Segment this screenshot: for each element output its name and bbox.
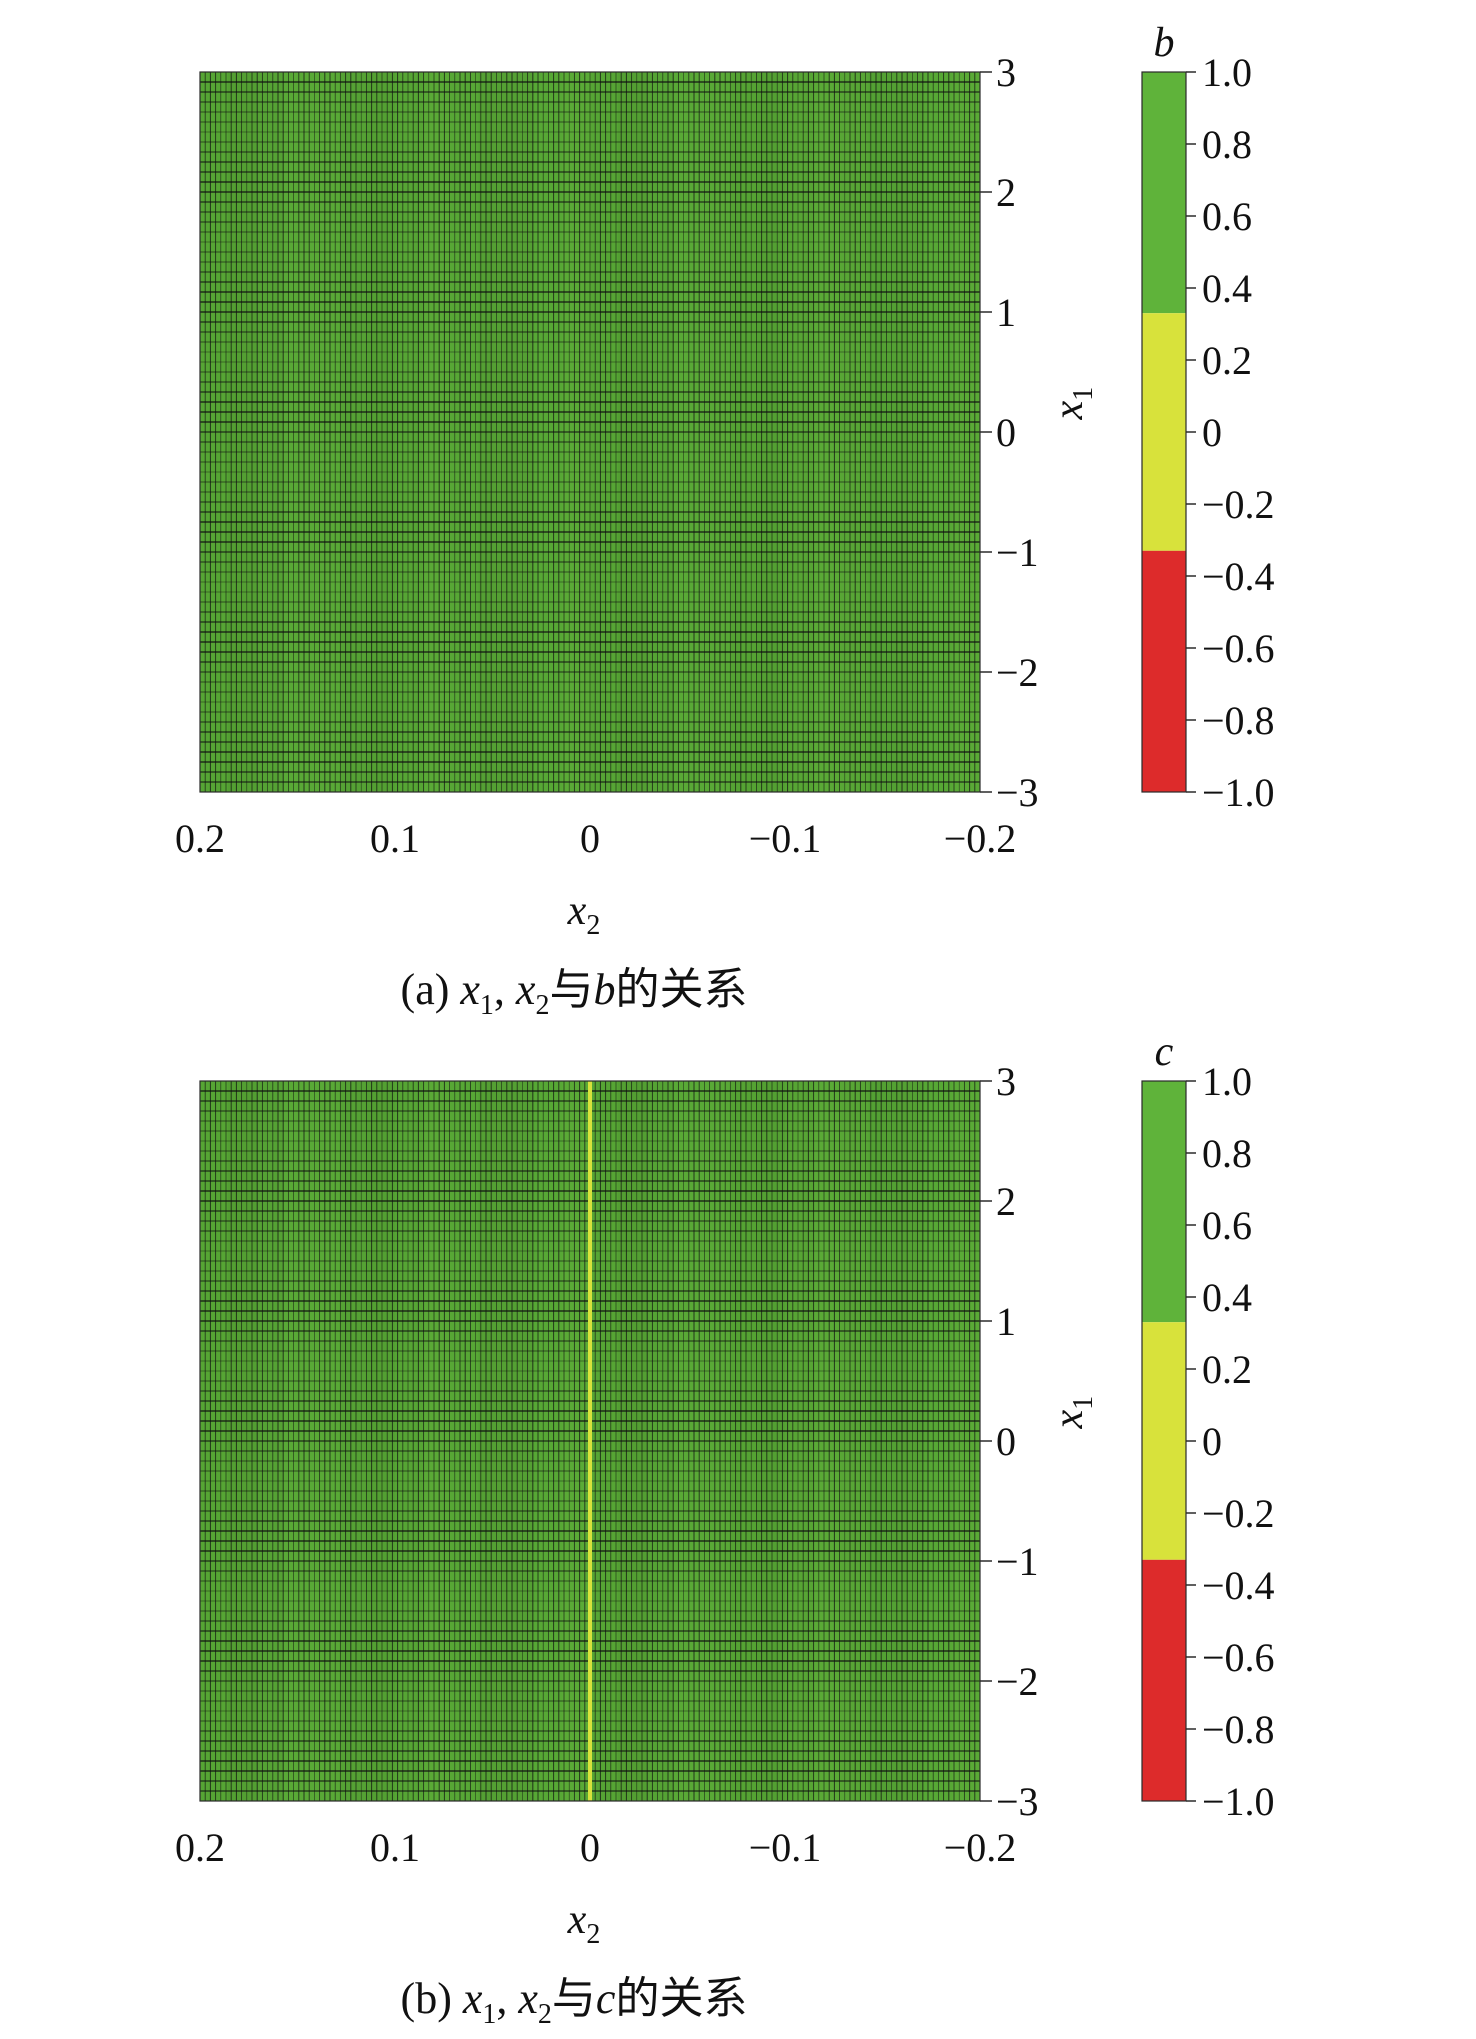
colorbar-band: [1142, 1081, 1186, 1323]
colorbar-tick-label: −0.4: [1202, 554, 1275, 599]
x-tick-label: 0: [580, 816, 600, 861]
y-tick-label: 3: [996, 1059, 1016, 1104]
colorbar-band: [1142, 1559, 1186, 1801]
x-tick-label: 0: [580, 1825, 600, 1870]
y-tick-label: 1: [996, 290, 1016, 335]
y-tick-label: −2: [996, 1659, 1039, 1704]
y-tick-label: −1: [996, 530, 1039, 575]
x-tick-label: −0.1: [749, 816, 822, 861]
colorbar-title: b: [1154, 20, 1175, 66]
y-tick-label: −1: [996, 1539, 1039, 1584]
y-tick-label: 2: [996, 1179, 1016, 1224]
colorbar-tick-label: −1.0: [1202, 770, 1275, 815]
caption-x1: x: [462, 1974, 483, 2023]
caption-prefix: (b): [401, 1974, 463, 2023]
x-tick-label: 0.1: [370, 816, 420, 861]
colorbar: 1.0 0.8 0.6 0.4 0.2 0 −0.2 −0.4 −0.6 −0.8 −1.0 c: [1141, 1029, 1275, 1824]
colorbar-tick-label: 0.8: [1202, 122, 1252, 167]
chart-panel-b: 0.2 0.1 0 −0.1 −0.2x23210−1−2−3x11.00.80.60.…: [175, 1029, 1275, 2030]
caption-x1-sub: 1: [482, 1999, 496, 2030]
colorbar-tick-label: 0: [1202, 410, 1222, 455]
x-tick-label: 0.2: [175, 1825, 225, 1870]
colorbar-tick-label: 1.0: [1202, 1059, 1252, 1104]
heatmap-horizontal-mesh: [200, 81, 980, 783]
colorbar-tick-label: 0.6: [1202, 1203, 1252, 1248]
colorbar-title: c: [1155, 1029, 1174, 1075]
y-axis-label-sub: 1: [1068, 387, 1099, 401]
caption-suffix: 的关系: [615, 965, 747, 1014]
caption-mid: 与: [549, 965, 593, 1014]
y-tick-label: 2: [996, 170, 1016, 215]
colorbar-tick-label: −0.2: [1202, 1491, 1275, 1536]
x-axis-label-sub: 2: [586, 910, 600, 941]
caption-var: c: [596, 1974, 616, 2023]
colorbar-band: [1142, 313, 1186, 551]
panel-caption: (b) x1, x2与c的关系: [401, 1974, 748, 2030]
colorbar-tick-label: −0.2: [1202, 482, 1275, 527]
colorbar-tick-label: 0.4: [1202, 266, 1252, 311]
caption-x2-sub: 2: [538, 1999, 552, 2030]
colorbar-band: [1142, 72, 1186, 314]
colorbar-tick-label: 0.6: [1202, 194, 1252, 239]
x-tick-label: −0.1: [749, 1825, 822, 1870]
y-axis-label: x1: [1046, 387, 1099, 421]
x-tick-label: 0.1: [370, 1825, 420, 1870]
x-axis-label: x2: [567, 1897, 601, 1950]
x-tick-label: −0.2: [944, 816, 1017, 861]
caption-prefix: (a): [401, 965, 461, 1014]
colorbar-tick-label: −0.8: [1202, 698, 1275, 743]
colorbar-tick-label: 1.0: [1202, 50, 1252, 95]
y-tick-label: −3: [996, 1779, 1039, 1824]
caption-x2: x: [517, 1974, 538, 2023]
x-axis-label-base: x: [567, 1897, 587, 1943]
colorbar-tick-label: 0: [1202, 1419, 1222, 1464]
x-axis-label-base: x: [567, 888, 587, 934]
y-tick-label: −2: [996, 650, 1039, 695]
colorbar-tick-label: −1.0: [1202, 1779, 1275, 1824]
colorbar: 1.0 0.8 0.6 0.4 0.2 0 −0.2 −0.4 −0.6 −0.8 −1.0 b: [1141, 20, 1275, 815]
colorbar-band: [1142, 550, 1186, 792]
special-value-line: [588, 1081, 592, 1801]
chart-panel-a: 0.2 0.1 0 −0.1 −0.2x23210−1−2−3x11.00.80.60.…: [175, 20, 1275, 1021]
caption-sep: ,: [496, 1974, 518, 2023]
x-tick-label: 0.2: [175, 816, 225, 861]
colorbar-tick-label: −0.6: [1202, 1635, 1275, 1680]
colorbar-tick-label: 0.4: [1202, 1275, 1252, 1320]
colorbar-tick-label: 0.2: [1202, 1347, 1252, 1392]
colorbar-tick-label: −0.6: [1202, 626, 1275, 671]
x-tick-label: −0.2: [944, 1825, 1017, 1870]
caption-mid: 与: [552, 1974, 596, 2023]
x-axis-label-sub: 2: [586, 1919, 600, 1950]
colorbar-tick-label: 0.2: [1202, 338, 1252, 383]
caption-suffix: 的关系: [615, 1974, 747, 2023]
caption-x2-sub: 2: [535, 990, 549, 1021]
caption-var: b: [593, 965, 615, 1014]
caption-x2: x: [515, 965, 536, 1014]
x-axis-label: x2: [567, 888, 601, 941]
y-tick-label: 3: [996, 50, 1016, 95]
caption-sep: ,: [494, 965, 516, 1014]
y-tick-label: 1: [996, 1299, 1016, 1344]
y-tick-label: −3: [996, 770, 1039, 815]
y-tick-label: 0: [996, 1419, 1016, 1464]
colorbar-band: [1142, 1322, 1186, 1560]
caption-x1-sub: 1: [480, 990, 494, 1021]
y-axis-label-base: x: [1046, 401, 1092, 421]
colorbar-tick-label: 0.8: [1202, 1131, 1252, 1176]
y-axis-label-base: x: [1046, 1410, 1092, 1430]
caption-x1: x: [459, 965, 480, 1014]
y-tick-label: 0: [996, 410, 1016, 455]
colorbar-tick-label: −0.8: [1202, 1707, 1275, 1752]
colorbar-tick-label: −0.4: [1202, 1563, 1275, 1608]
y-axis-label-sub: 1: [1068, 1396, 1099, 1410]
panel-caption: (a) x1, x2与b的关系: [401, 965, 748, 1021]
y-axis-label: x1: [1046, 1396, 1099, 1430]
